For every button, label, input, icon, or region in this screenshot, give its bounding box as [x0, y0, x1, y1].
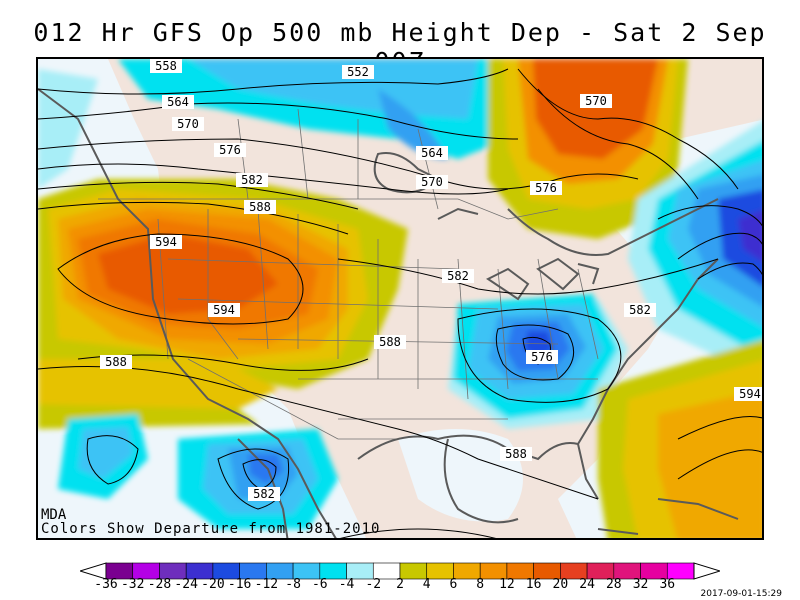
svg-text:570: 570 — [177, 117, 199, 131]
anomaly-north-canada-lightblue — [188, 59, 478, 119]
colorbar-tick-label: -32 — [120, 577, 145, 592]
colorbar-tick-label: -28 — [147, 577, 172, 592]
contour-label: 582 — [236, 173, 268, 187]
contour-label: 588 — [374, 335, 406, 349]
colorbar-tick-label: 24 — [579, 577, 595, 592]
anomaly-pacific-gold — [38, 359, 278, 409]
colorbar-tick-label: 32 — [632, 577, 649, 592]
contour-label: 576 — [526, 350, 558, 364]
contour-label: 564 — [416, 146, 448, 160]
contour-label: 582 — [442, 269, 474, 283]
colorbar-tick-label: -16 — [227, 577, 252, 592]
svg-text:594: 594 — [155, 235, 177, 249]
svg-text:558: 558 — [155, 59, 177, 73]
colorbar-tick-label: 2 — [396, 577, 404, 592]
anomaly-quebec-core — [533, 59, 658, 159]
political-borders — [98, 108, 599, 440]
svg-text:576: 576 — [531, 350, 553, 364]
colorbar-tick-label: -12 — [254, 577, 279, 592]
svg-text:576: 576 — [219, 143, 241, 157]
contour-label: 552 — [342, 65, 374, 79]
contour-label: 576 — [214, 143, 246, 157]
contour-label: 558 — [150, 59, 182, 73]
contour-label: 594 — [208, 303, 240, 317]
contour-label-group: 558 552 564 564 570 570 570 576 576 576 … — [100, 59, 762, 501]
svg-text:582: 582 — [447, 269, 469, 283]
contour-label: 576 — [530, 181, 562, 195]
height-departure-map: 558 552 564 564 570 570 570 576 576 576 … — [36, 57, 764, 540]
timestamp: 2017-09-01-15:29 — [700, 589, 783, 599]
colorbar-right-arrow — [693, 562, 720, 580]
contour-label: 564 — [162, 95, 194, 109]
svg-text:582: 582 — [241, 173, 263, 187]
contour-label: 570 — [580, 94, 612, 108]
anomaly-atlantic-core — [738, 210, 762, 262]
contour-label: 570 — [416, 175, 448, 189]
svg-text:582: 582 — [253, 487, 275, 501]
contour-label: 570 — [172, 117, 204, 131]
colorbar-tick-label: 20 — [552, 577, 569, 592]
svg-text:570: 570 — [585, 94, 607, 108]
colorbar-tick-label: -2 — [365, 577, 382, 592]
anomaly-se-orange — [658, 389, 762, 538]
contour-label: 594 — [150, 235, 182, 249]
colorbar-tick-label: 16 — [525, 577, 542, 592]
colorbar-tick-label: -6 — [311, 577, 328, 592]
svg-text:588: 588 — [105, 355, 127, 369]
svg-text:594: 594 — [213, 303, 235, 317]
colorbar-tick-label: 4 — [422, 577, 431, 592]
colorbar-tick-label: 8 — [476, 577, 485, 592]
contour-label: 588 — [500, 447, 532, 461]
colorbar-tick-label: -4 — [338, 577, 355, 592]
svg-text:570: 570 — [421, 175, 443, 189]
colorbar-tick-label: -24 — [174, 577, 198, 592]
svg-text:582: 582 — [629, 303, 651, 317]
contour-label: 588 — [244, 200, 276, 214]
svg-text:564: 564 — [421, 146, 443, 160]
contour-label: 582 — [624, 303, 656, 317]
colorbar-tick-label: 6 — [449, 577, 458, 592]
colorbar-tick-label: 12 — [499, 577, 515, 592]
svg-text:564: 564 — [167, 95, 189, 109]
colorbar-labels: -36 -32 -28 -24 -20 -16 -12 -8 -6 -4 -2 2 4 6 8 12 16 20 2… — [80, 577, 720, 595]
svg-text:594: 594 — [739, 387, 761, 401]
svg-text:588: 588 — [505, 447, 527, 461]
colorbar — [80, 562, 720, 580]
colorbar-tick-label: -8 — [285, 577, 301, 592]
svg-text:588: 588 — [379, 335, 401, 349]
colorbar-tick-label: 28 — [605, 577, 622, 592]
anomaly-west-core — [98, 234, 278, 314]
gulf-of-mexico — [398, 429, 523, 522]
anomaly-pacific-blue — [78, 427, 133, 479]
contour-label: 588 — [100, 355, 132, 369]
height-contours — [38, 68, 762, 538]
anomaly-atlantic-blue3 — [718, 189, 762, 287]
colorbar-tick-label: 36 — [659, 577, 676, 592]
credit-text: MDA — [41, 507, 67, 523]
svg-text:588: 588 — [249, 200, 271, 214]
colorbar-note: Colors Show Departure from 1981-2010 — [41, 521, 381, 537]
svg-text:576: 576 — [535, 181, 557, 195]
contour-label: 594 — [734, 387, 762, 401]
anomaly-bc-coast — [38, 69, 98, 189]
contour-label: 582 — [248, 487, 280, 501]
colorbar-tick-label: -36 — [94, 577, 118, 592]
svg-text:552: 552 — [347, 65, 369, 79]
anomaly-hudson-blue — [378, 89, 448, 159]
colorbar-tick-label: -20 — [201, 577, 225, 592]
